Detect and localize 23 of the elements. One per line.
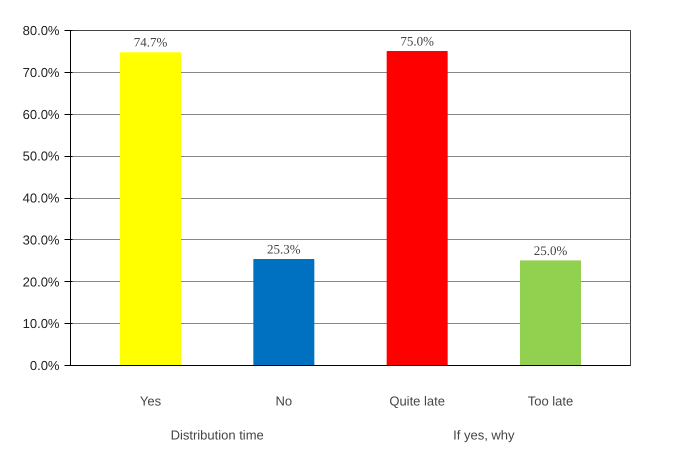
y-tick-label: 60.0%: [22, 106, 60, 122]
y-tick-label: 10.0%: [22, 316, 60, 332]
data-label: 75.0%: [400, 33, 434, 48]
x-tick-label: Quite late: [389, 394, 445, 408]
y-tick-label: 20.0%: [22, 274, 60, 290]
data-label: 25.3%: [267, 242, 301, 257]
y-tick-label: 80.0%: [22, 23, 60, 38]
y-tick-label: 0.0%: [30, 358, 60, 373]
text: If yes, why: [453, 428, 516, 442]
y-tick-label: 50.0%: [22, 148, 60, 164]
bar: [386, 50, 448, 366]
x-tick-label: Too late: [528, 394, 574, 408]
text: Distribution time: [170, 428, 264, 442]
y-tick-label: 30.0%: [22, 232, 60, 248]
x-tick-label: Yes: [140, 394, 162, 408]
x-tick-label: No: [276, 394, 292, 408]
bar: [120, 52, 181, 366]
y-tick-label: 40.0%: [22, 190, 60, 206]
bar: [253, 259, 314, 366]
data-label: 25.0%: [534, 242, 568, 258]
data-label: 74.7%: [134, 34, 168, 50]
bar: [520, 260, 581, 366]
y-tick-label: 70.0%: [22, 64, 60, 80]
